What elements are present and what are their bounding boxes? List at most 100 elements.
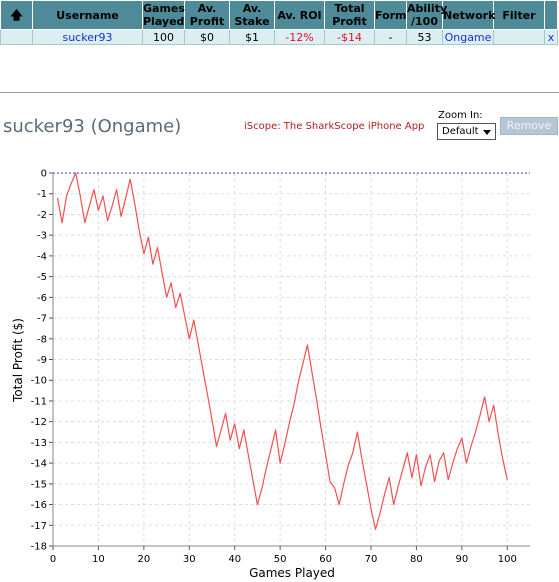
table-row: sucker93 100 $0 $1 -12% -$14 - 53 Ongame… [0,29,558,45]
series-line-0 [56,172,508,530]
header-av-profit[interactable]: Av. Profit [184,0,230,30]
x-tick-label: 60 [319,554,332,565]
data-point [106,219,109,222]
data-point [320,426,323,429]
header-filter[interactable]: Filter [493,0,545,30]
y-tick-label: -18 [31,542,47,553]
data-point [370,507,373,510]
x-tick-label: 0 [50,554,56,565]
data-point [65,194,68,197]
data-point [133,203,136,206]
header-form[interactable]: Form [374,0,407,30]
table-header-row: 🡅 Username Games Played Av. Profit Av. S… [0,0,558,30]
data-point [410,476,413,479]
data-point [260,486,263,489]
arrow-up-icon[interactable]: 🡅 [10,7,23,22]
x-tick-label: 100 [498,554,517,565]
y-tick-label: -4 [37,251,47,262]
data-point [306,343,309,346]
y-axis-label: Total Profit ($) [11,318,25,403]
zoom-label: Zoom In: [438,110,483,121]
total-profit-cell: -$14 [324,29,375,45]
header-av-roi[interactable]: Av. ROI [274,0,325,30]
data-point [229,439,232,442]
data-point [424,466,427,469]
data-point [79,194,82,197]
x-tick-label: 70 [365,554,378,565]
data-point [397,484,400,487]
remove-button[interactable]: Remove [500,117,558,135]
data-point [111,205,114,208]
y-tick-label: -2 [37,210,47,221]
data-point [92,188,95,191]
data-point [288,422,291,425]
header-ability[interactable]: Ability /100 [406,0,448,30]
filter-cell [493,29,545,45]
data-point [179,292,182,295]
ability-cell: 53 [406,29,443,45]
x-tick-label: 20 [137,554,150,565]
header-av-stake[interactable]: Av. Stake [229,0,275,30]
data-point [324,453,327,456]
username-link[interactable]: sucker93 [32,29,143,45]
data-point [460,437,463,440]
data-point [206,393,209,396]
chevron-down-icon [483,130,491,135]
y-tick-label: -11 [31,396,47,407]
y-tick-label: -16 [31,500,47,511]
data-point [310,370,313,373]
data-point [379,511,382,514]
data-point [256,503,259,506]
data-point [247,453,250,456]
data-point [124,196,127,199]
y-tick-label: -3 [37,231,47,242]
zoom-selected-value: Default [442,126,479,137]
y-tick-label: 0 [41,169,47,180]
data-point [333,486,336,489]
network-link[interactable]: Ongame [442,29,494,45]
iscope-link[interactable]: iScope: The SharkScope iPhone App [244,121,425,132]
data-point [83,221,86,224]
data-point [242,428,245,431]
data-point [506,478,509,481]
data-point [170,281,173,284]
data-point [429,453,432,456]
data-point [401,468,404,471]
header-network[interactable]: Network [442,0,495,30]
zoom-select[interactable]: Default [437,123,496,140]
data-point [97,209,100,212]
data-point [270,447,273,450]
y-tick-label: -14 [31,459,47,470]
stats-table: 🡅 Username Games Played Av. Profit Av. S… [0,0,558,45]
data-point [465,462,468,465]
sort-arrow-header[interactable]: 🡅 [0,0,33,30]
data-point [433,480,436,483]
data-point [165,296,168,299]
data-point [483,395,486,398]
data-point [197,343,200,346]
header-games-played[interactable]: Games Played [142,0,185,30]
data-point [215,445,218,448]
header-total-profit[interactable]: Total Profit [324,0,375,30]
data-point [451,462,454,465]
data-point [251,478,254,481]
av-stake-cell: $1 [229,29,275,45]
y-tick-label: -10 [31,376,47,387]
data-point [351,451,354,454]
data-point [374,528,377,531]
data-point [392,503,395,506]
remove-row-link[interactable]: x [544,29,558,45]
data-point [192,319,195,322]
header-username[interactable]: Username [32,0,143,30]
data-point [456,447,459,450]
data-point [383,493,386,496]
data-point [388,476,391,479]
x-tick-label: 10 [92,554,105,565]
data-point [238,447,241,450]
data-point [283,443,286,446]
axes [49,172,530,550]
data-point [174,306,177,309]
y-tick-label: -12 [31,417,47,428]
data-point [115,188,118,191]
data-point [442,451,445,454]
